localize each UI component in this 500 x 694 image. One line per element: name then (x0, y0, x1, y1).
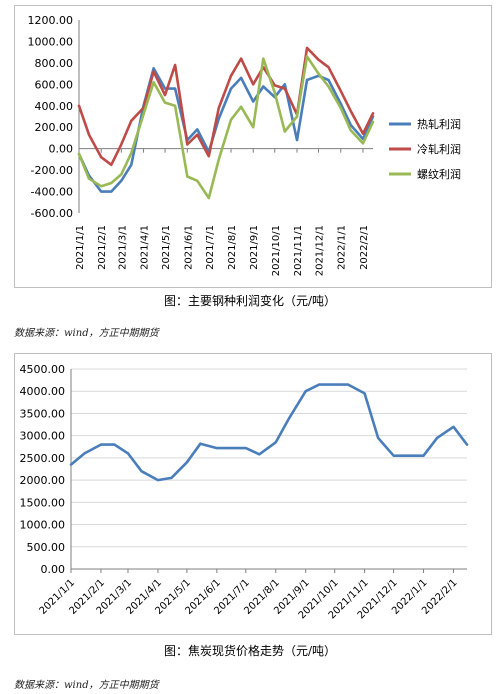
chart1-xtick-label: 2021/8/1 (227, 225, 238, 270)
steel-profit-source: 数据来源：wind，方正中期期货 (14, 328, 159, 339)
chart1-ytick-label: -600.00 (31, 207, 73, 220)
chart2-ytick-label: 1500.00 (20, 496, 66, 509)
chart1-series-line-1 (77, 66, 375, 193)
coke-price-chart-svg: 0.00 500.00 1000.00 1500.00 2000.00 2500.00 30… (20, 363, 469, 621)
chart1-ytick-label: 200.00 (35, 121, 74, 134)
chart1-xtick-label: 2021/3/1 (117, 225, 128, 270)
chart1-xtick-label: 2021/9/1 (249, 225, 260, 270)
chart2-ytick-label: 4500.00 (20, 363, 66, 376)
chart1-xtick-label: 2021/10/1 (271, 225, 282, 276)
chart2-ytick-label: 2500.00 (20, 452, 66, 465)
chart1-xtick-label: 2021/6/1 (183, 225, 194, 270)
coke-price-caption: 图：焦炭现货价格走势（元/吨） (163, 644, 337, 658)
chart1-xtick-label: 2021/7/1 (205, 225, 216, 270)
steel-profit-chart-svg: -600.00 -400.00 -200.00 0.00 200.00 400.00 600… (28, 14, 462, 276)
chart1-xtick-label: 2021/11/1 (293, 225, 304, 276)
chart2-ytick-label: 3000.00 (20, 430, 66, 443)
chart1-xtick-label: 2021/2/1 (97, 225, 108, 270)
chart1-ytick-label: 1000.00 (28, 35, 74, 48)
coke-price-chart: 0.00 500.00 1000.00 1500.00 2000.00 2500.00 30… (14, 353, 492, 635)
chart1-ytick-label: -400.00 (31, 186, 73, 199)
chart1-series-line-2 (77, 46, 375, 167)
coke-price-source: 数据来源：wind，方正中期期货 (14, 680, 159, 691)
chart2-ytick-label: 0.00 (41, 563, 66, 576)
chart2-series-line-1 (69, 383, 469, 482)
chart2-ytick-label: 1000.00 (20, 519, 66, 532)
chart2-ytick-label: 4000.00 (20, 385, 66, 398)
chart1-ytick-label: 0.00 (49, 143, 74, 156)
steel-profit-chart: -600.00 -400.00 -200.00 0.00 200.00 400.00 600… (14, 5, 492, 288)
chart1-xtick-label: 2021/5/1 (161, 225, 172, 270)
chart1-xtick-label: 2021/12/1 (315, 225, 326, 276)
chart1-ytick-label: 1200.00 (28, 14, 74, 27)
chart1-legend-label-1: 热轧利润 (417, 117, 461, 131)
chart2-ytick-label: 500.00 (27, 541, 66, 554)
steel-profit-caption: 图：主要钢种利润变化（元/吨） (163, 294, 337, 308)
chart1-legend-label-3: 螺纹利润 (417, 167, 461, 181)
chart2-ytick-label: 3500.00 (20, 407, 66, 420)
chart1-xtick-label: 2021/1/1 (75, 225, 86, 270)
chart1-xtick-label: 2022/2/1 (359, 225, 370, 270)
chart1-xtick-label: 2022/1/1 (337, 225, 348, 270)
chart1-xtick-label: 2021/4/1 (140, 225, 151, 270)
chart2-ytick-label: 2000.00 (20, 474, 66, 487)
chart1-ytick-label: 400.00 (35, 100, 74, 113)
chart1-ytick-label: 800.00 (35, 57, 74, 70)
chart1-legend-label-2: 冷轧利润 (417, 142, 461, 156)
chart1-series-line-3 (77, 55, 375, 200)
chart1-ytick-label: 600.00 (35, 78, 74, 91)
chart1-ytick-label: -200.00 (31, 164, 73, 177)
